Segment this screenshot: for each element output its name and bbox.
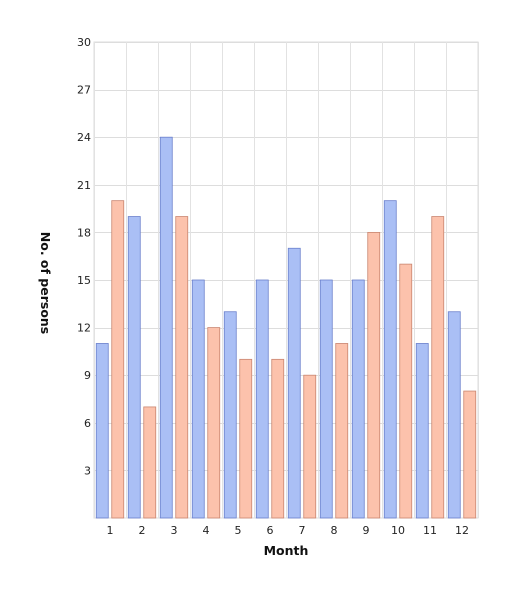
bar-series1-month-10 [383,200,397,519]
bar-series1-month-4 [191,279,205,519]
y-tick-label: 18 [77,226,91,239]
bar-series2-month-4 [207,327,221,519]
y-tick-label: 27 [77,84,91,97]
x-tick-label: 1 [107,524,114,537]
bar-series1-month-12 [447,311,461,519]
bar-series1-month-3 [159,136,173,519]
bar-series2-month-1 [111,200,125,519]
x-tick-label: 11 [423,524,437,537]
y-tick-label: 30 [77,36,91,49]
bar-series1-month-11 [415,343,429,519]
bar-series2-month-8 [335,343,349,519]
x-axis-title: Month [264,543,309,558]
x-tick-label: 7 [299,524,306,537]
bar-series2-month-5 [239,358,253,519]
bar-series1-month-5 [223,311,237,519]
y-tick-label: 24 [77,131,91,144]
bar-series1-month-9 [351,279,365,519]
grid-lines [93,41,479,519]
y-tick-label: 6 [84,417,91,430]
y-tick-label: 21 [77,179,91,192]
x-tick-label: 3 [171,524,178,537]
x-tick-label: 5 [235,524,242,537]
bar-series2-month-2 [143,406,157,519]
y-tick-label: 3 [84,464,91,477]
y-axis-ticks: 3 6 9 12 15 18 21 24 27 30 [77,36,91,477]
bar-series2-month-6 [271,358,285,519]
x-tick-label: 8 [331,524,338,537]
x-tick-label: 4 [203,524,210,537]
bar-series2-month-11 [431,216,445,519]
bar-series1-month-6 [255,279,269,519]
x-tick-label: 9 [363,524,370,537]
bars [95,136,477,519]
x-tick-label: 12 [455,524,469,537]
y-axis-title: No. of persons [38,232,53,334]
x-axis-ticks: 1 2 3 4 5 6 7 8 9 10 11 12 [107,524,470,537]
x-tick-label: 6 [267,524,274,537]
bar-series2-month-12 [463,390,477,519]
bar-series2-month-3 [175,216,189,519]
x-tick-label: 2 [139,524,146,537]
x-tick-label: 10 [391,524,405,537]
bar-series1-month-7 [287,247,301,519]
y-tick-label: 15 [77,274,91,287]
bar-series2-month-7 [303,374,317,519]
bar-series1-month-8 [319,279,333,519]
y-tick-label: 9 [84,369,91,382]
y-tick-label: 12 [77,322,91,335]
bar-series1-month-2 [127,216,141,519]
bar-series2-month-9 [367,231,381,519]
bar-series1-month-1 [95,343,109,519]
bar-series2-month-10 [399,263,413,519]
